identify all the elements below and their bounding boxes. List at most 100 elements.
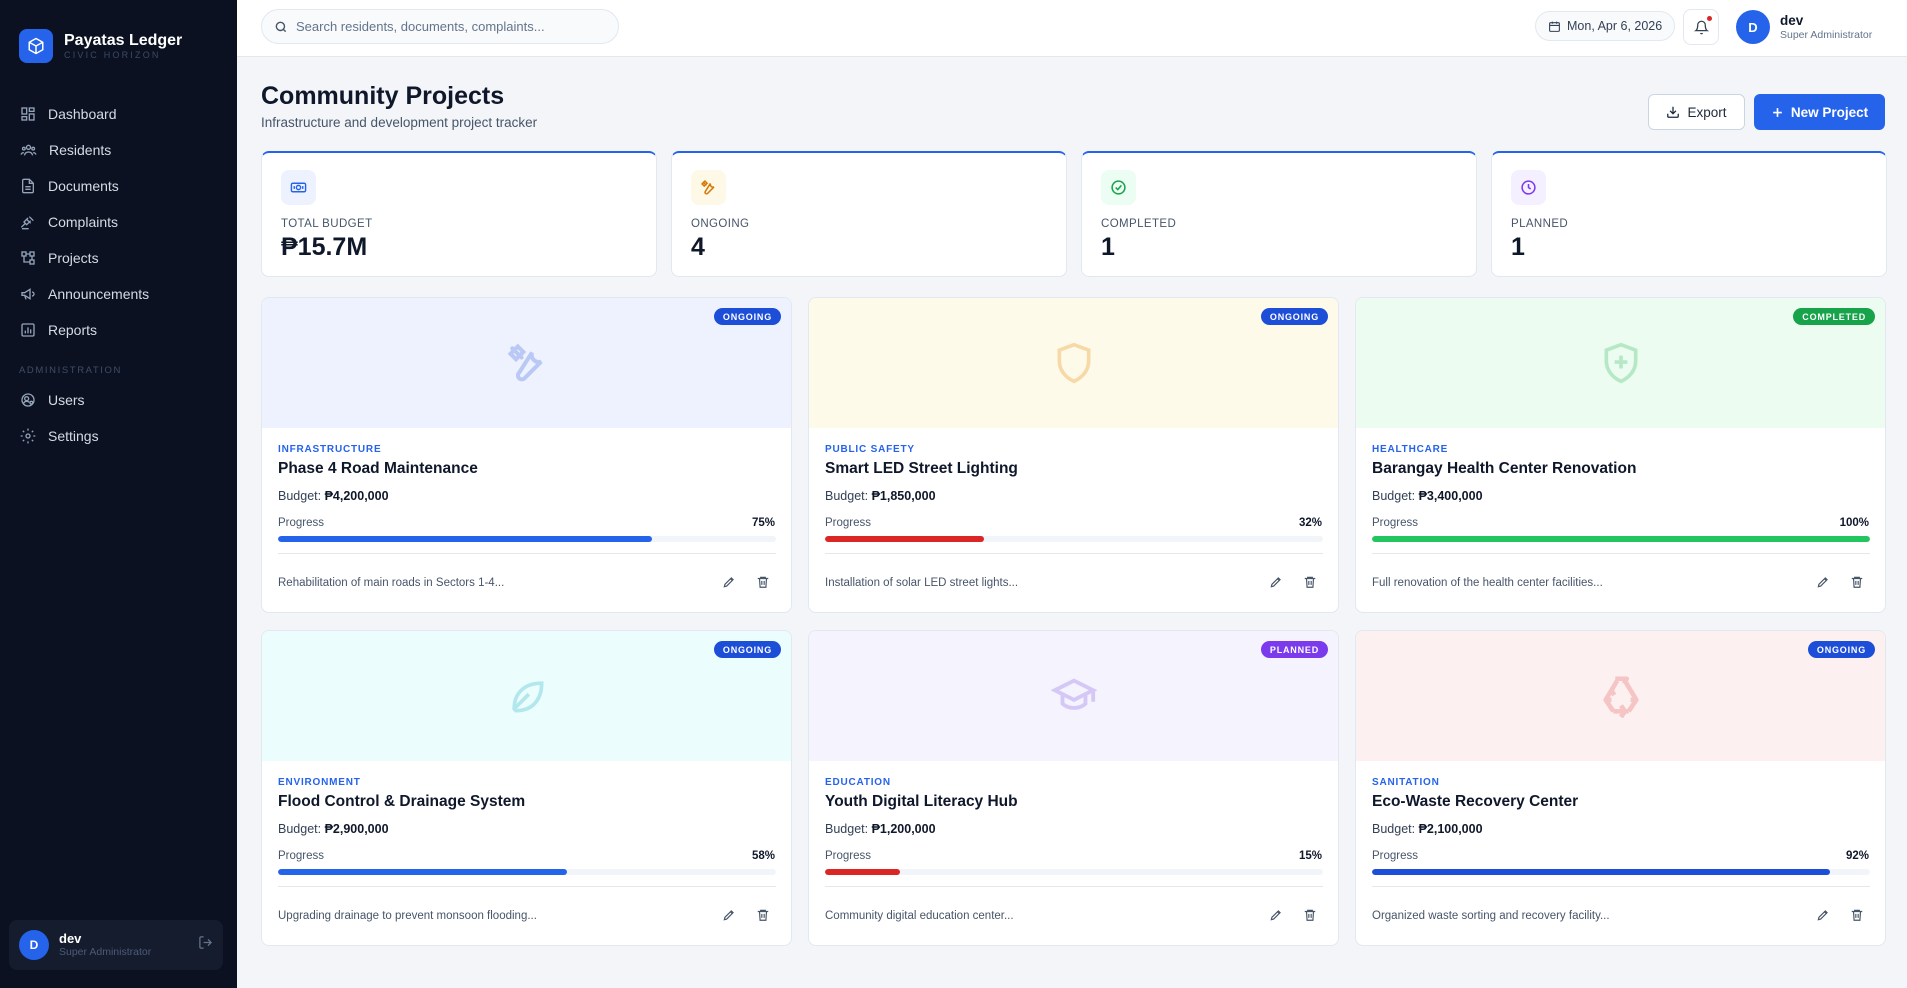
delete-button[interactable] [751,570,775,594]
trash-icon [1304,909,1316,921]
status-badge: COMPLETED [1793,308,1875,325]
sidebar-item-label: Complaints [48,214,119,230]
edit-button[interactable] [1264,903,1288,927]
logout-icon[interactable] [198,935,213,955]
progress-label: Progress [825,850,872,862]
cube-icon [19,29,53,63]
progress-bar [825,536,1323,542]
project-category: SANITATION [1372,777,1440,788]
search-icon [275,21,287,32]
progress-label: Progress [278,850,325,862]
divider [278,886,776,887]
stat-value: ₱15.7M [281,233,368,261]
project-card[interactable]: COMPLETED HEALTHCARE Barangay Health Cen… [1355,297,1886,613]
project-card[interactable]: ONGOING INFRASTRUCTURE Phase 4 Road Main… [261,297,792,613]
user-menu[interactable]: D dev Super Administrator [1736,10,1872,44]
sidebar: Payatas Ledger CIVIC HORIZON Dashboard R… [0,0,237,988]
project-icon [21,251,35,265]
export-button[interactable]: Export [1648,94,1745,130]
project-category: EDUCATION [825,777,891,788]
new-project-button[interactable]: New Project [1754,94,1885,130]
page-title: Community Projects [261,82,505,110]
delete-button[interactable] [1845,570,1869,594]
sidebar-item-label: Projects [48,250,99,266]
sidebar-item-projects[interactable]: Projects [10,240,227,276]
divider [1372,553,1870,554]
project-title: Eco-Waste Recovery Center [1372,793,1579,810]
progress-value: 75% [751,517,775,529]
progress-bar [1372,536,1870,542]
avatar: D [1736,10,1770,44]
progress-value: 58% [751,850,775,862]
sidebar-item-label: Announcements [48,286,150,302]
project-description: Rehabilitation of main roads in Sectors … [278,577,505,589]
delete-button[interactable] [751,903,775,927]
project-hero: ONGOING [809,298,1338,428]
user-role: Super Administrator [59,946,152,958]
bell-icon [1693,20,1709,34]
search-input[interactable] [296,19,596,34]
user-name: dev [1780,12,1804,28]
status-badge: ONGOING [713,641,781,658]
notifications-button[interactable] [1683,9,1719,45]
trash-icon [1851,909,1863,921]
page-subtitle: Infrastructure and development project t… [261,115,538,130]
project-budget: Budget: ₱1,850,000 [825,489,936,503]
project-card[interactable]: ONGOING PUBLIC SAFETY Smart LED Street L… [808,297,1339,613]
avatar[interactable]: D [19,930,49,960]
project-card[interactable]: ONGOING SANITATION Eco-Waste Recovery Ce… [1355,630,1886,946]
money-icon [281,170,316,205]
sidebar-item-users[interactable]: Users [10,382,227,418]
main-nav: Dashboard Residents Documents Complaints… [0,96,237,454]
date-display: Mon, Apr 6, 2026 [1535,11,1676,41]
grid-icon [21,107,35,121]
sidebar-item-settings[interactable]: Settings [10,418,227,454]
progress-label: Progress [825,517,872,529]
project-title: Barangay Health Center Renovation [1372,460,1637,477]
edit-button[interactable] [1264,570,1288,594]
delete-button[interactable] [1298,903,1322,927]
pencil-icon [1817,577,1828,588]
budget-label: Budget: [825,489,869,503]
status-badge: ONGOING [1260,308,1328,325]
budget-value: ₱2,100,000 [1418,822,1483,836]
sidebar-item-announcements[interactable]: Announcements [10,276,227,312]
edit-button[interactable] [717,570,741,594]
sidebar-item-label: Users [48,392,85,408]
delete-button[interactable] [1298,570,1322,594]
project-hero: ONGOING [1356,631,1885,761]
sidebar-item-dashboard[interactable]: Dashboard [10,96,227,132]
progress-label: Progress [1372,517,1419,529]
budget-value: ₱1,850,000 [871,489,936,503]
tools-icon [507,343,543,382]
sidebar-item-complaints[interactable]: Complaints [10,204,227,240]
divider [278,553,776,554]
edit-button[interactable] [1811,903,1835,927]
sidebar-item-label: Settings [48,428,99,444]
new-project-label: New Project [1790,104,1869,120]
recycle-icon [1602,676,1639,719]
stat-value: 1 [1511,233,1525,261]
topbar: Mon, Apr 6, 2026 D dev Super Administrat… [237,0,1907,57]
stat-ongoing: ONGOING 4 [671,151,1067,277]
delete-button[interactable] [1845,903,1869,927]
trash-icon [757,576,769,588]
project-budget: Budget: ₱3,400,000 [1372,489,1483,503]
brand-name: Payatas Ledger [64,31,183,49]
project-card[interactable]: PLANNED EDUCATION Youth Digital Literacy… [808,630,1339,946]
sidebar-item-documents[interactable]: Documents [10,168,227,204]
pencil-icon [1270,910,1281,921]
project-card[interactable]: ONGOING ENVIRONMENT Flood Control & Drai… [261,630,792,946]
sidebar-item-residents[interactable]: Residents [10,132,227,168]
edit-button[interactable] [717,903,741,927]
brand[interactable]: Payatas Ledger CIVIC HORIZON [0,0,237,70]
project-hero: ONGOING [262,631,791,761]
budget-value: ₱3,400,000 [1418,489,1483,503]
budget-value: ₱4,200,000 [324,489,389,503]
project-title: Youth Digital Literacy Hub [825,793,1018,810]
leaf-icon [511,681,544,713]
progress-fill [825,869,900,875]
edit-button[interactable] [1811,570,1835,594]
plus-icon [1773,107,1782,117]
sidebar-item-reports[interactable]: Reports [10,312,227,348]
